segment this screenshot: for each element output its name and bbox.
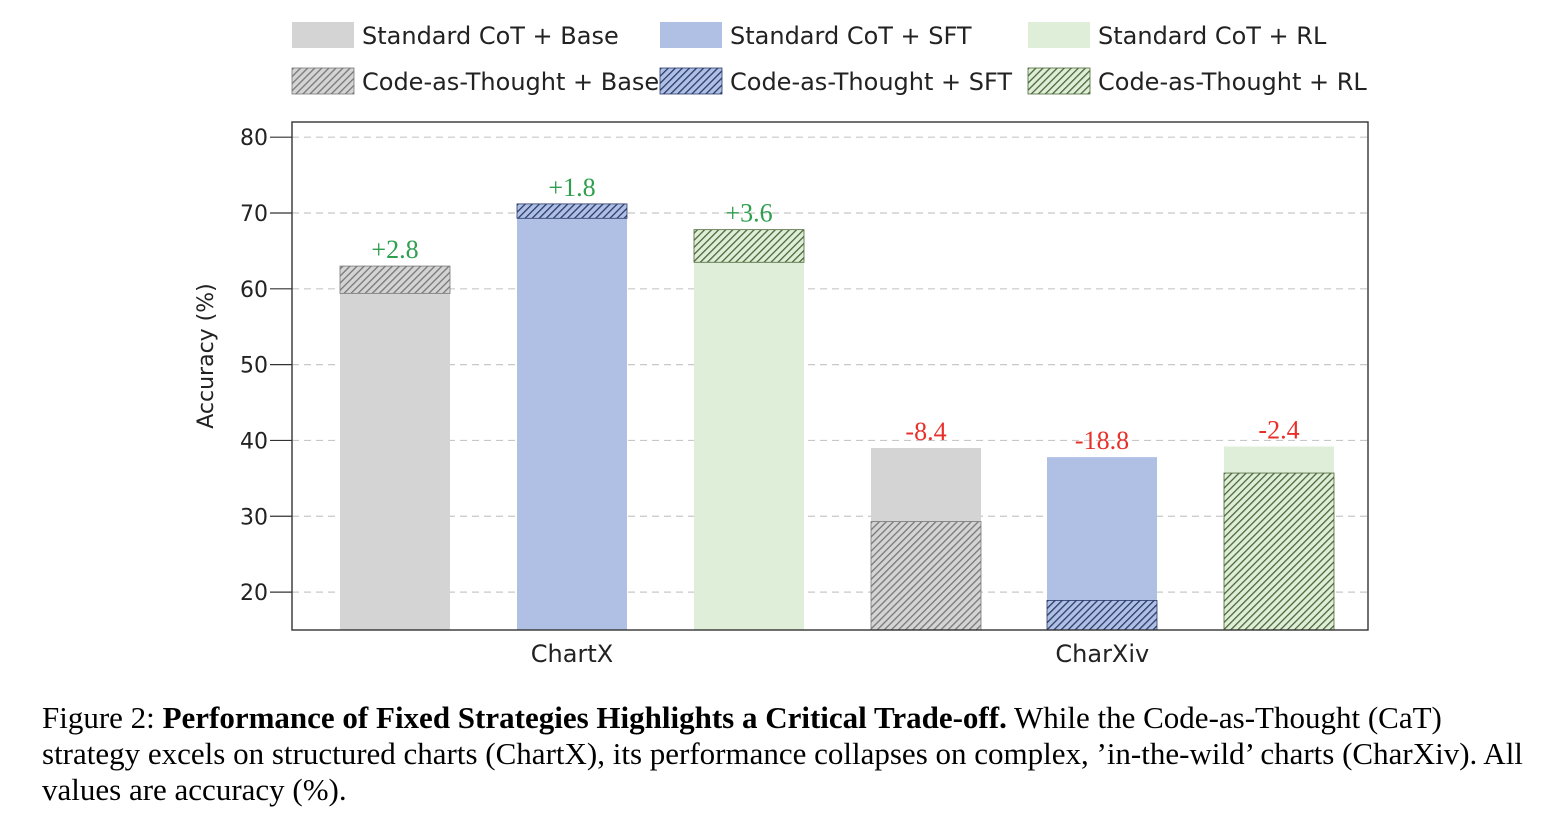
x-tick-label: CharXiv (1055, 640, 1149, 668)
legend-swatch (660, 22, 722, 48)
legend-item: Standard CoT + SFT (660, 22, 972, 50)
bar-charxiv-4: -18.8 (1046, 426, 1158, 631)
bar-cat-segment (870, 521, 982, 631)
y-tick-label: 30 (240, 505, 268, 530)
bar-standard (517, 218, 627, 630)
legend-label: Code-as-Thought + SFT (730, 68, 1012, 96)
legend-label: Standard CoT + Base (362, 22, 619, 50)
y-tick-label: 60 (240, 278, 268, 303)
x-tick-label: ChartX (531, 640, 613, 668)
legend-swatch (1028, 22, 1090, 48)
delta-label: +1.8 (548, 173, 595, 202)
delta-label: -2.4 (1258, 416, 1299, 445)
legend-item: Code-as-Thought + Base (291, 67, 659, 96)
bars: +2.8 +1.8 +3.6 -8.4 -18.8 -2.4 (339, 173, 1335, 631)
bar-standard (340, 293, 450, 630)
grid (292, 136, 1368, 593)
y-tick-label: 50 (240, 354, 268, 379)
bar-chartx-1: +1.8 (516, 173, 628, 630)
caption-title: Performance of Fixed Strategies Highligh… (162, 700, 1007, 735)
legend-label: Code-as-Thought + RL (1098, 68, 1367, 96)
bar-cat-segment (693, 229, 805, 263)
legend-item: Code-as-Thought + SFT (659, 67, 1012, 96)
legend-label: Standard CoT + SFT (730, 22, 972, 50)
delta-label: +3.6 (725, 199, 772, 228)
legend-swatch (292, 22, 354, 48)
delta-label: +2.8 (371, 235, 418, 264)
bar-cat-segment (1046, 600, 1158, 631)
y-tick-label: 70 (240, 202, 268, 227)
legend-swatch (659, 67, 723, 95)
y-tick-label: 40 (240, 429, 268, 454)
legend-item: Standard CoT + Base (292, 22, 619, 50)
legend-swatch (1027, 67, 1091, 95)
caption-body: While the Code-as-Thought (CaT) strategy… (42, 700, 1523, 807)
delta-label: -18.8 (1075, 426, 1129, 455)
bar-cat-segment (339, 265, 451, 294)
y-tick-label: 20 (240, 581, 268, 606)
bar-standard (871, 448, 981, 522)
bar-chartx-0: +2.8 (339, 235, 451, 630)
legend-item: Standard CoT + RL (1028, 22, 1327, 50)
bar-cat-segment (516, 203, 628, 219)
y-tick-label: 80 (240, 126, 268, 151)
bar-standard (1047, 457, 1157, 601)
plot-frame (291, 121, 1369, 631)
y-axis-label: Accuracy (%) (194, 283, 219, 429)
axes: 20 30 40 50 60 70 80 ChartX CharXiv Accuracy (%) (194, 121, 1369, 668)
legend: Standard CoT + Base Standard CoT + SFT Sta… (291, 22, 1367, 96)
figure-caption: Figure 2: Performance of Fixed Strategie… (42, 700, 1542, 808)
bar-standard (694, 262, 804, 630)
caption-prefix: Figure 2: (42, 700, 163, 735)
bar-charxiv-5: -2.4 (1223, 416, 1335, 631)
bar-standard (1224, 446, 1334, 474)
delta-label: -8.4 (905, 417, 946, 446)
bar-chartx-2: +3.6 (693, 199, 805, 630)
legend-label: Standard CoT + RL (1098, 22, 1327, 50)
bar-charxiv-3: -8.4 (870, 417, 982, 631)
legend-label: Code-as-Thought + Base (362, 68, 659, 96)
legend-item: Code-as-Thought + RL (1027, 67, 1367, 96)
bar-cat-segment (1223, 472, 1335, 631)
legend-swatch (291, 67, 355, 95)
bar-chart: Standard CoT + Base Standard CoT + SFT Sta… (194, 22, 1369, 668)
